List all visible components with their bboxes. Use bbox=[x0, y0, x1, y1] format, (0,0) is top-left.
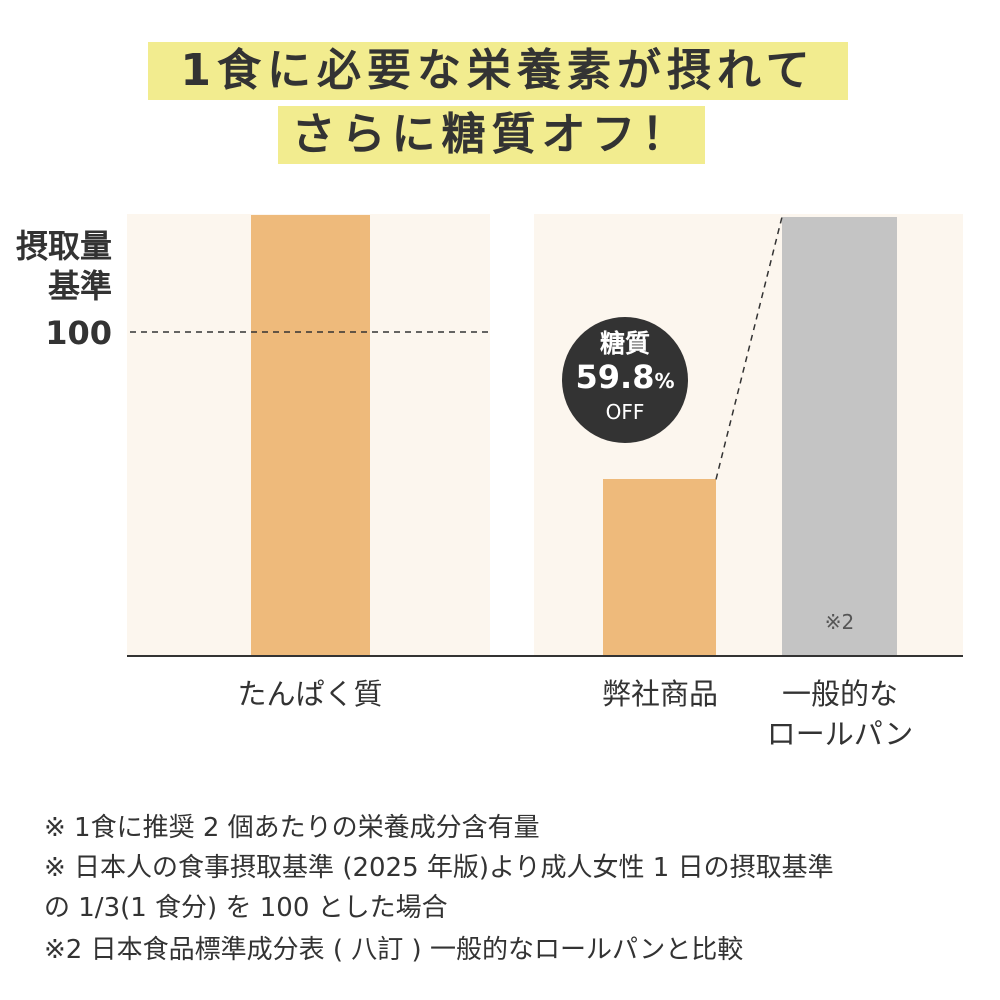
footnote-3: の 1/3(1 食分) を 100 とした場合 bbox=[44, 893, 448, 923]
x-label-roll-bread-1: 一般的な bbox=[781, 677, 898, 711]
title-line-1: 1食に必要な栄養素が摂れて bbox=[148, 42, 848, 100]
x-label-roll-bread-2: ロールパン bbox=[766, 717, 914, 751]
y-axis-label-2: 基準 bbox=[47, 267, 112, 305]
title-line-2: さらに糖質オフ！ bbox=[278, 106, 705, 164]
reference-value-label: 100 bbox=[45, 314, 112, 352]
roll-bread-note: ※2 bbox=[824, 610, 855, 634]
x-label-protein: たんぱく質 bbox=[237, 677, 383, 711]
carb-off-badge: 糖質 59.8% OFF bbox=[562, 317, 688, 443]
y-axis-label-1: 摂取量 bbox=[15, 227, 112, 265]
badge-suffix: OFF bbox=[605, 400, 645, 424]
footnote-4: ※2 日本食品標準成分表 ( 八訂 ) 一般的なロールパンと比較 bbox=[44, 935, 744, 965]
x-label-our-product: 弊社商品 bbox=[601, 677, 718, 711]
bar-protein bbox=[251, 215, 370, 656]
footnote-1: ※ 1食に推奨 2 個あたりの栄養成分含有量 bbox=[44, 813, 540, 843]
footnote-2: ※ 日本人の食事摂取基準 (2025 年版)より成人女性 1 日の摂取基準 bbox=[44, 853, 834, 883]
badge-unit: % bbox=[654, 369, 675, 393]
bar-roll-bread bbox=[782, 216, 897, 656]
badge-label: 糖質 bbox=[599, 329, 650, 358]
badge-value: 59.8 bbox=[575, 358, 655, 396]
bar-our-product bbox=[603, 479, 716, 656]
comparison-connector-line bbox=[715, 216, 783, 480]
